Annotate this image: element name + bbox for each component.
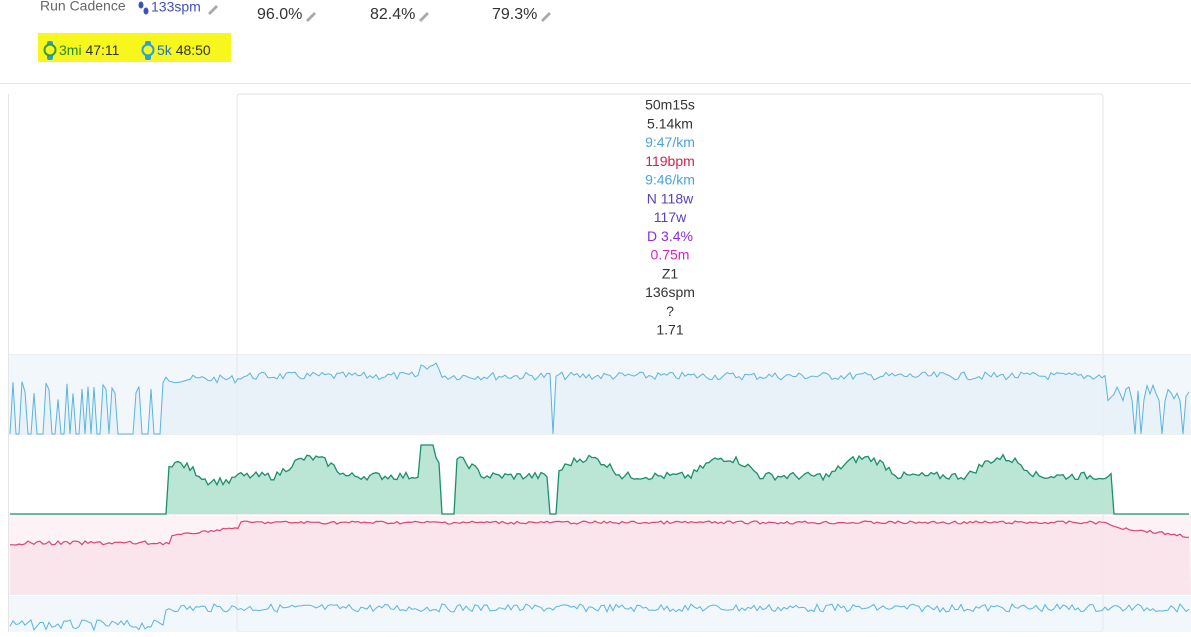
watch-icon (141, 41, 155, 60)
tooltip-line: N 118w (647, 190, 694, 206)
activity-traces (9, 354, 1191, 632)
tooltip-line: 9:47/km (645, 134, 695, 150)
cadence-value[interactable]: 133spm (151, 0, 201, 15)
power-line (10, 444, 1189, 515)
best-effort[interactable]: 3mi 47:11 (59, 42, 120, 58)
cadence-label: Run Cadence (40, 0, 126, 14)
pace-line (9, 362, 1190, 435)
stat: 79.3% (492, 6, 537, 23)
edit-icon[interactable] (306, 12, 316, 22)
hr-area (10, 521, 1191, 594)
tooltip: 50m15s 5.14km 9:47/km 119bpm 9:46/km N 118w 11… (645, 97, 695, 338)
stat: 82.4% (370, 6, 415, 23)
best-time: 48:50 (176, 42, 211, 58)
tooltip-line: 9:46/km (645, 172, 695, 188)
tooltip-line: Z1 (662, 265, 679, 281)
best-distance: 3mi (59, 42, 82, 58)
highlight (38, 33, 231, 62)
tooltip-line: D 3.4% (647, 228, 693, 244)
edit-icon[interactable] (541, 12, 551, 22)
tooltip-line: 119bpm (645, 153, 695, 169)
tooltip-line: 136spm (645, 284, 695, 300)
panel (9, 596, 1191, 632)
tooltip-line: 117w (654, 209, 687, 225)
tooltip-line: 5.14km (647, 115, 693, 131)
stat: 96.0% (257, 6, 302, 23)
edit-icon[interactable] (208, 5, 218, 15)
power-area (10, 445, 1191, 514)
edit-icon[interactable] (419, 12, 429, 22)
tooltip-line: 50m15s (645, 97, 695, 113)
tooltip-line: 1.71 (656, 322, 683, 338)
best-distance: 5k (157, 42, 173, 58)
tooltip-line: ? (666, 303, 674, 319)
tooltip-line: 0.75m (651, 247, 690, 263)
watch-icon (43, 41, 57, 60)
best-time: 47:11 (85, 42, 119, 58)
best-effort[interactable]: 5k 48:50 (157, 42, 211, 58)
pace-line (9, 603, 1190, 632)
hr-line (9, 520, 1189, 546)
pace-area (10, 363, 1191, 434)
footprint-icon (138, 1, 149, 15)
